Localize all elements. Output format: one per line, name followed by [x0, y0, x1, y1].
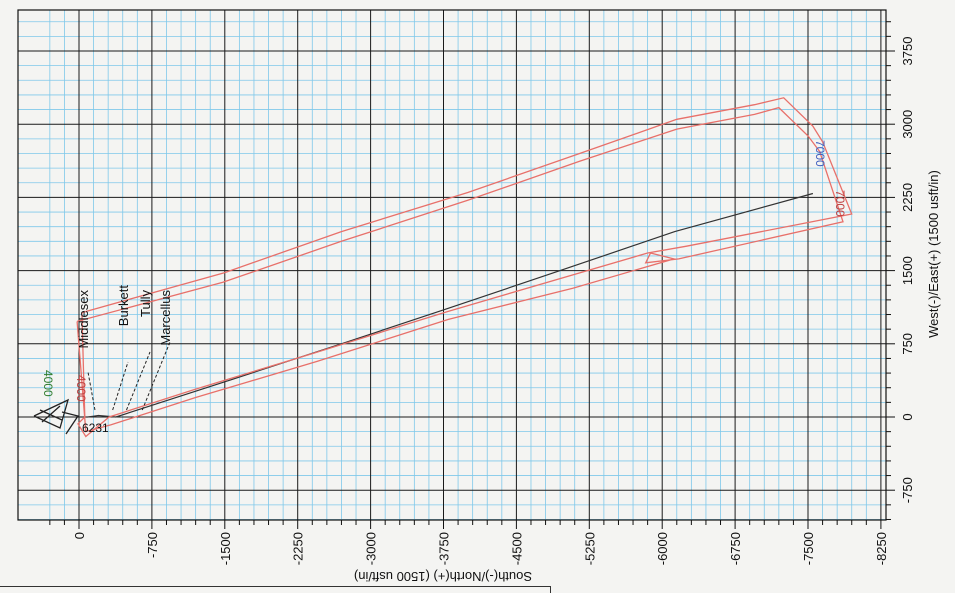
annotations: 4000 4000 7000 7000 6231 [41, 140, 847, 435]
annotation-label: 4000 [74, 375, 88, 402]
x-tick-labels: 0 -750 -1500 -2250 -3000 -3750 -4500 -5250 -6000… [72, 532, 889, 565]
x-tick-label: -8250 [874, 532, 889, 565]
y-tick-labels: -750 0 750 1500 2250 3000 3750 [900, 37, 915, 504]
x-tick-label: -4500 [509, 532, 524, 565]
wellbore-path [79, 192, 814, 418]
formation-label-burkett: Burkett [116, 285, 131, 327]
y-tick-label: 3000 [900, 110, 915, 139]
formation-labels: Middlesex Burkett Tully Marcellus [76, 285, 173, 411]
axis-ticks [49, 21, 895, 529]
formation-leader [141, 341, 171, 411]
x-tick-label: -750 [145, 532, 160, 558]
formation-leader [87, 371, 96, 411]
minor-grid [18, 10, 886, 520]
x-axis-title: West(-)/East(+) (1500 usft/in) [926, 170, 941, 338]
x-tick-label: -3000 [364, 532, 379, 565]
lease-boundary-2 [76, 106, 844, 433]
formation-leader [112, 361, 129, 411]
annotation-label: 6231 [82, 421, 109, 435]
formation-label-middlesex: Middlesex [76, 290, 91, 349]
annotation-label: 7000 [813, 140, 827, 167]
formation-label-tully: Tully [138, 290, 153, 317]
y-tick-label: 750 [900, 333, 915, 355]
annotation-label: 4000 [41, 370, 55, 397]
y-tick-label: 3750 [900, 37, 915, 66]
y-tick-label: 2250 [900, 183, 915, 212]
x-tick-label: -2250 [291, 532, 306, 565]
y-axis-title: South(-)/North(+) (1500 usft/in) [354, 569, 532, 584]
rig-icon [33, 398, 80, 435]
formation-leader [126, 351, 151, 411]
y-tick-label: -750 [900, 477, 915, 503]
rig-symbol [33, 398, 80, 435]
x-tick-label: -7500 [801, 532, 816, 565]
x-tick-label: -6000 [655, 532, 670, 565]
x-tick-label: -5250 [582, 532, 597, 565]
x-tick-label: -6750 [728, 532, 743, 565]
x-tick-label: -1500 [218, 532, 233, 565]
x-tick-label: -3750 [437, 532, 452, 565]
legend-box [0, 586, 551, 593]
plot-frame [17, 9, 887, 521]
x-tick-label: 0 [72, 532, 87, 539]
y-tick-label: 1500 [900, 256, 915, 285]
formation-label-marcellus: Marcellus [158, 290, 173, 346]
y-tick-label: 0 [900, 413, 915, 420]
annotation-label: 7000 [833, 190, 847, 217]
series-group [76, 97, 853, 438]
